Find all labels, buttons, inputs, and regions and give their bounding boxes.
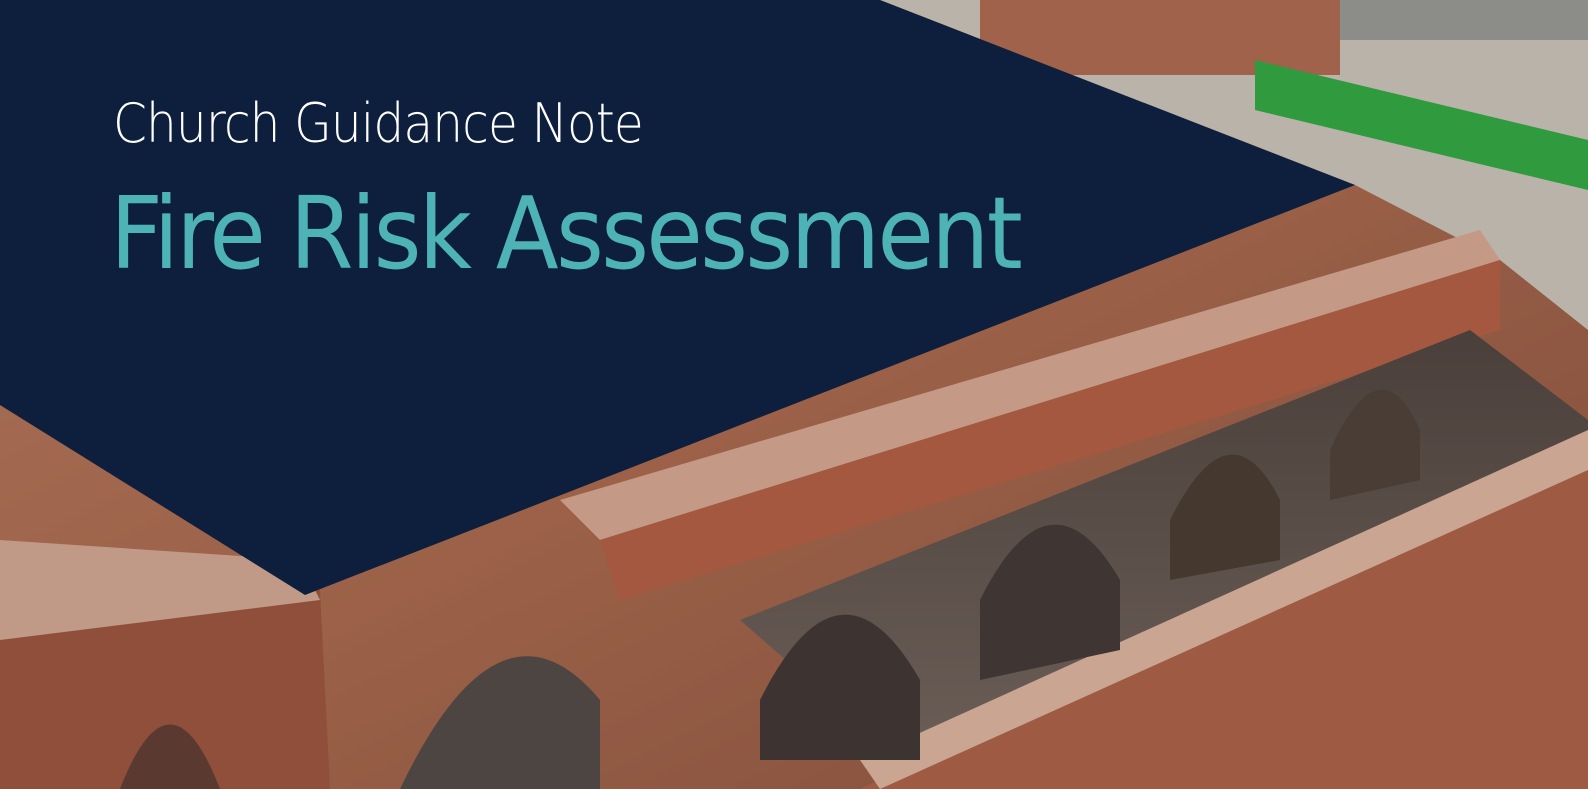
title: Fire Risk Assessment xyxy=(110,175,1020,292)
subtitle: Church Guidance Note xyxy=(113,92,643,155)
cover: Church Guidance Note Fire Risk Assessmen… xyxy=(0,0,1588,789)
